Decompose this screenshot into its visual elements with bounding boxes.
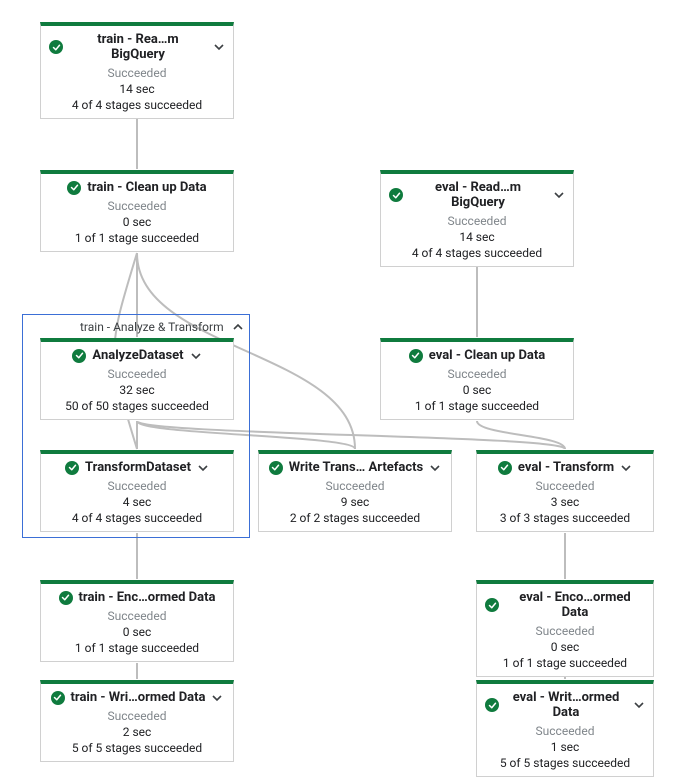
- pipeline-node[interactable]: eval - Enco…ormed Data Succeeded 0 sec 1 of…: [476, 580, 654, 677]
- chevron-down-icon[interactable]: [620, 462, 632, 474]
- node-status: Succeeded: [41, 66, 233, 80]
- chevron-down-icon[interactable]: [553, 189, 565, 201]
- node-stages: 4 of 4 stages succeeded: [41, 511, 233, 525]
- node-duration: 4 sec: [41, 495, 233, 509]
- group-header[interactable]: train - Analyze & Transform: [80, 320, 244, 334]
- pipeline-node[interactable]: eval - Transform Succeeded 3 sec 3 of 3 sta…: [476, 450, 654, 532]
- node-status: Succeeded: [41, 709, 233, 723]
- chevron-down-icon[interactable]: [633, 699, 645, 711]
- pipeline-node[interactable]: TransformDataset Succeeded 4 sec 4 of 4 sta…: [40, 450, 234, 532]
- chevron-down-icon[interactable]: [197, 462, 209, 474]
- node-title-row[interactable]: train - Enc…ormed Data: [41, 584, 233, 607]
- node-status: Succeeded: [41, 479, 233, 493]
- check-icon: [51, 691, 65, 705]
- node-duration: 14 sec: [381, 230, 573, 244]
- node-title: AnalyzeDataset: [92, 348, 183, 363]
- chevron-down-icon[interactable]: [211, 692, 223, 704]
- node-title-row[interactable]: eval - Transform: [477, 454, 653, 477]
- node-status: Succeeded: [41, 367, 233, 381]
- node-status: Succeeded: [381, 367, 573, 381]
- pipeline-node[interactable]: eval - Writ…ormed Data Succeeded 1 sec 5 of…: [476, 680, 654, 777]
- check-icon: [49, 40, 63, 54]
- check-icon: [269, 461, 283, 475]
- chevron-up-icon: [232, 321, 244, 333]
- check-icon: [65, 461, 79, 475]
- node-duration: 32 sec: [41, 383, 233, 397]
- node-status: Succeeded: [41, 609, 233, 623]
- pipeline-node[interactable]: Write Trans… Artefacts Succeeded 9 sec 2 of…: [258, 450, 452, 532]
- node-title-row[interactable]: train - Wri…ormed Data: [41, 684, 233, 707]
- node-title: eval - Transform: [518, 460, 614, 475]
- node-status: Succeeded: [477, 624, 653, 638]
- node-stages: 1 of 1 stage succeeded: [477, 656, 653, 670]
- pipeline-node[interactable]: eval - Clean up Data Succeeded 0 sec 1 of 1…: [380, 338, 574, 420]
- node-title-row[interactable]: eval - Writ…ormed Data: [477, 684, 653, 722]
- node-duration: 0 sec: [41, 625, 233, 639]
- node-title: eval - Read…m BigQuery: [409, 180, 547, 210]
- pipeline-canvas: train - Analyze & Transform train - Rea……: [0, 0, 680, 764]
- node-title: eval - Writ…ormed Data: [505, 690, 627, 720]
- node-title-row[interactable]: eval - Enco…ormed Data: [477, 584, 653, 622]
- node-title: train - Rea…m BigQuery: [69, 32, 207, 62]
- node-stages: 50 of 50 stages succeeded: [41, 399, 233, 413]
- node-title-row[interactable]: eval - Clean up Data: [381, 342, 573, 365]
- node-stages: 5 of 5 stages succeeded: [41, 741, 233, 755]
- node-status: Succeeded: [477, 724, 653, 738]
- node-title: eval - Enco…ormed Data: [505, 590, 645, 620]
- node-title-row[interactable]: eval - Read…m BigQuery: [381, 174, 573, 212]
- node-duration: 2 sec: [41, 725, 233, 739]
- node-stages: 1 of 1 stage succeeded: [41, 641, 233, 655]
- pipeline-node[interactable]: train - Rea…m BigQuery Succeeded 14 sec 4 o…: [40, 22, 234, 119]
- node-title: train - Clean up Data: [87, 180, 206, 195]
- pipeline-node[interactable]: train - Enc…ormed Data Succeeded 0 sec 1 of…: [40, 580, 234, 662]
- node-title: TransformDataset: [85, 460, 191, 475]
- node-duration: 0 sec: [477, 640, 653, 654]
- node-duration: 0 sec: [41, 215, 233, 229]
- node-title: eval - Clean up Data: [429, 348, 545, 363]
- node-stages: 1 of 1 stage succeeded: [41, 231, 233, 245]
- node-title-row[interactable]: TransformDataset: [41, 454, 233, 477]
- pipeline-node[interactable]: train - Clean up Data Succeeded 0 sec 1 of …: [40, 170, 234, 252]
- node-status: Succeeded: [477, 479, 653, 493]
- node-stages: 4 of 4 stages succeeded: [381, 246, 573, 260]
- pipeline-node[interactable]: eval - Read…m BigQuery Succeeded 14 sec 4 o…: [380, 170, 574, 267]
- node-stages: 1 of 1 stage succeeded: [381, 399, 573, 413]
- node-status: Succeeded: [259, 479, 451, 493]
- edge: [477, 421, 565, 449]
- pipeline-node[interactable]: train - Wri…ormed Data Succeeded 2 sec 5 of…: [40, 680, 234, 762]
- node-status: Succeeded: [381, 214, 573, 228]
- chevron-down-icon[interactable]: [429, 462, 441, 474]
- node-title: train - Wri…ormed Data: [71, 690, 206, 705]
- node-duration: 9 sec: [259, 495, 451, 509]
- node-duration: 0 sec: [381, 383, 573, 397]
- chevron-down-icon[interactable]: [213, 41, 225, 53]
- node-title: train - Enc…ormed Data: [79, 590, 216, 605]
- node-stages: 2 of 2 stages succeeded: [259, 511, 451, 525]
- check-icon: [67, 181, 81, 195]
- node-title: Write Trans… Artefacts: [289, 460, 423, 475]
- node-stages: 5 of 5 stages succeeded: [477, 756, 653, 770]
- node-stages: 3 of 3 stages succeeded: [477, 511, 653, 525]
- check-icon: [389, 188, 403, 202]
- node-duration: 14 sec: [41, 82, 233, 96]
- check-icon: [72, 349, 86, 363]
- chevron-down-icon[interactable]: [190, 350, 202, 362]
- pipeline-node[interactable]: AnalyzeDataset Succeeded 32 sec 50 of 50 st…: [40, 338, 234, 420]
- check-icon: [59, 591, 73, 605]
- node-title-row[interactable]: train - Rea…m BigQuery: [41, 26, 233, 64]
- node-duration: 1 sec: [477, 740, 653, 754]
- group-label: train - Analyze & Transform: [80, 320, 224, 334]
- check-icon: [409, 349, 423, 363]
- check-icon: [485, 598, 499, 612]
- check-icon: [485, 698, 499, 712]
- node-status: Succeeded: [41, 199, 233, 213]
- node-stages: 4 of 4 stages succeeded: [41, 98, 233, 112]
- node-title-row[interactable]: Write Trans… Artefacts: [259, 454, 451, 477]
- node-title-row[interactable]: train - Clean up Data: [41, 174, 233, 197]
- node-duration: 3 sec: [477, 495, 653, 509]
- node-title-row[interactable]: AnalyzeDataset: [41, 342, 233, 365]
- check-icon: [498, 461, 512, 475]
